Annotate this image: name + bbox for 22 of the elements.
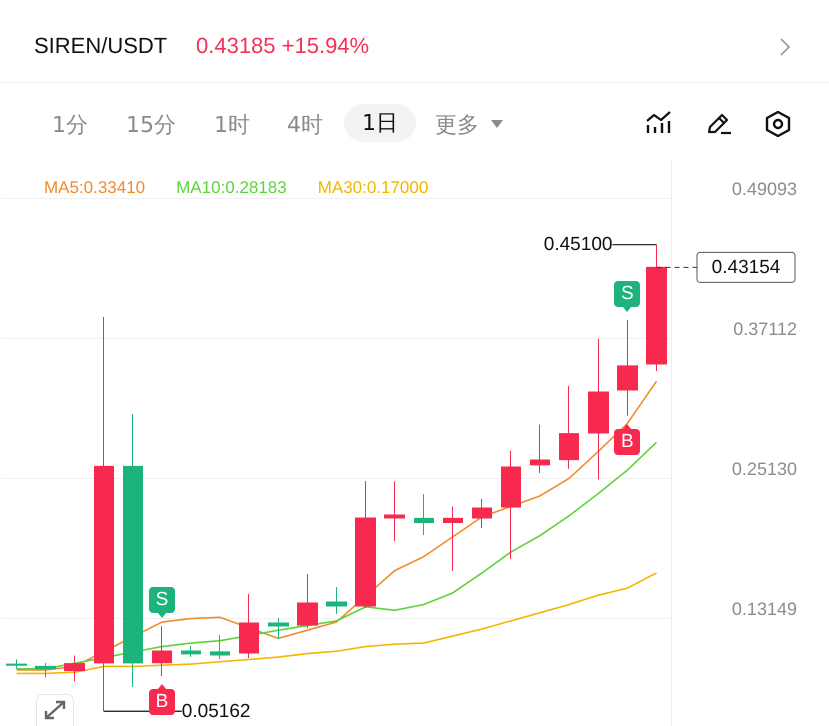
y-tick-label: 0.25130 (732, 458, 797, 479)
text: MA10:0.28183 (176, 178, 287, 197)
annotation: 0.05162 (182, 700, 250, 722)
chart-title: SIREN/USDT (34, 33, 168, 59)
text: 15分 (126, 112, 176, 140)
y-tick-label: 0.37112 (733, 319, 797, 340)
annotation: B (614, 428, 640, 455)
text: 1日 (344, 104, 416, 142)
y-tick-label: 0.13149 (732, 598, 797, 619)
text: 1分 (52, 112, 88, 140)
annotation: S (148, 587, 175, 613)
text: 0.43154 (712, 256, 781, 278)
text: 更多 (435, 112, 479, 140)
annotation: B (148, 689, 175, 715)
text: 1时 (214, 112, 250, 140)
text: MA30:0.17000 (318, 178, 428, 197)
text: MA5:0.33410 (44, 178, 146, 197)
annotation: 0.45100 (544, 234, 612, 256)
y-tick-label: 0.49093 (732, 179, 797, 200)
chart-subtitle: 0.43185 +15.94% (196, 33, 370, 59)
annotation: S (614, 281, 640, 308)
text: 4时 (287, 112, 323, 140)
